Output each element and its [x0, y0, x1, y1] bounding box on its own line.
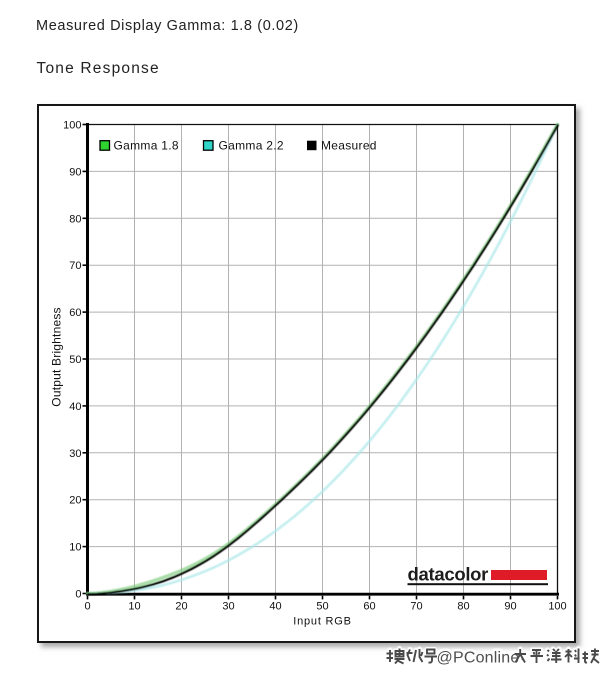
- svg-text:Gamma 2.2: Gamma 2.2: [219, 139, 284, 153]
- svg-text:Gamma 1.8: Gamma 1.8: [114, 139, 179, 153]
- svg-text:10: 10: [69, 542, 81, 554]
- svg-text:100: 100: [63, 120, 81, 132]
- svg-text:100: 100: [548, 601, 566, 613]
- svg-text:60: 60: [363, 601, 375, 613]
- svg-text:20: 20: [175, 601, 187, 613]
- svg-text:0: 0: [75, 589, 81, 601]
- svg-text:30: 30: [222, 601, 234, 613]
- svg-text:80: 80: [69, 213, 81, 225]
- svg-text:Output Brightness: Output Brightness: [50, 307, 64, 406]
- svg-text:50: 50: [69, 354, 81, 366]
- svg-text:@PConline: @PConline: [437, 650, 520, 667]
- svg-text:@PConline: @PConline: [437, 650, 520, 667]
- svg-text:40: 40: [269, 601, 281, 613]
- svg-text:90: 90: [69, 166, 81, 178]
- svg-text:60: 60: [69, 307, 81, 319]
- svg-text:10: 10: [128, 601, 140, 613]
- svg-text:40: 40: [69, 401, 81, 413]
- svg-text:20: 20: [69, 495, 81, 507]
- svg-text:datacolor: datacolor: [408, 564, 489, 585]
- svg-text:Measured: Measured: [321, 139, 377, 153]
- svg-text:0: 0: [84, 601, 90, 613]
- svg-text:50: 50: [316, 601, 328, 613]
- svg-text:90: 90: [504, 601, 516, 613]
- svg-text:Input RGB: Input RGB: [293, 616, 352, 628]
- svg-text:30: 30: [69, 448, 81, 460]
- svg-text:70: 70: [410, 601, 422, 613]
- svg-text:70: 70: [69, 260, 81, 272]
- svg-text:80: 80: [457, 601, 469, 613]
